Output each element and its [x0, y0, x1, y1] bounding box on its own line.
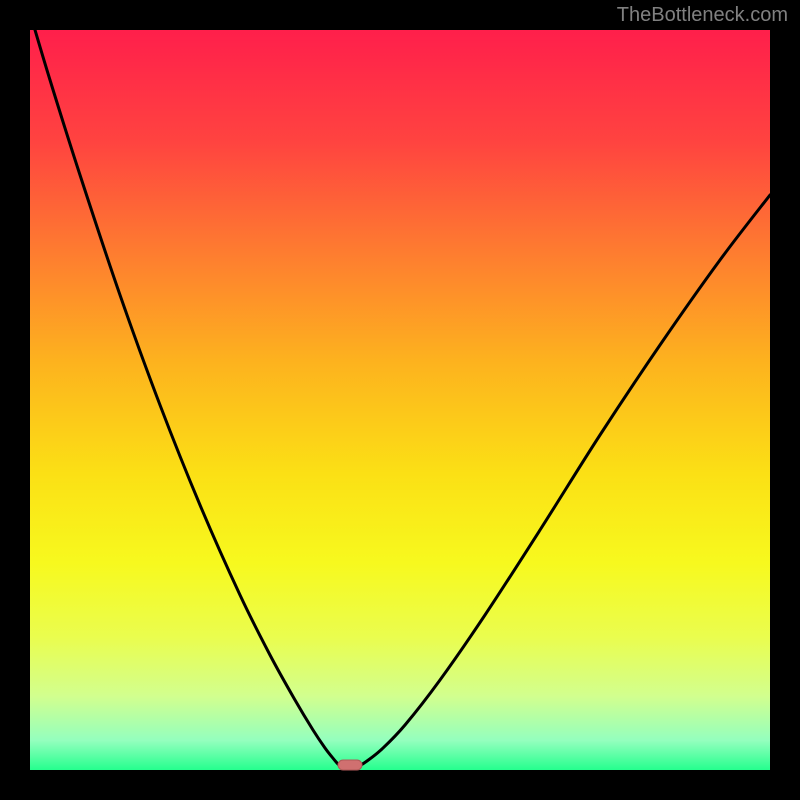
valley-marker: [338, 760, 362, 770]
plot-area: [0, 0, 800, 800]
plot-bg-gradient: [30, 30, 770, 770]
watermark-text: TheBottleneck.com: [617, 4, 788, 27]
chart-svg: [0, 0, 800, 800]
